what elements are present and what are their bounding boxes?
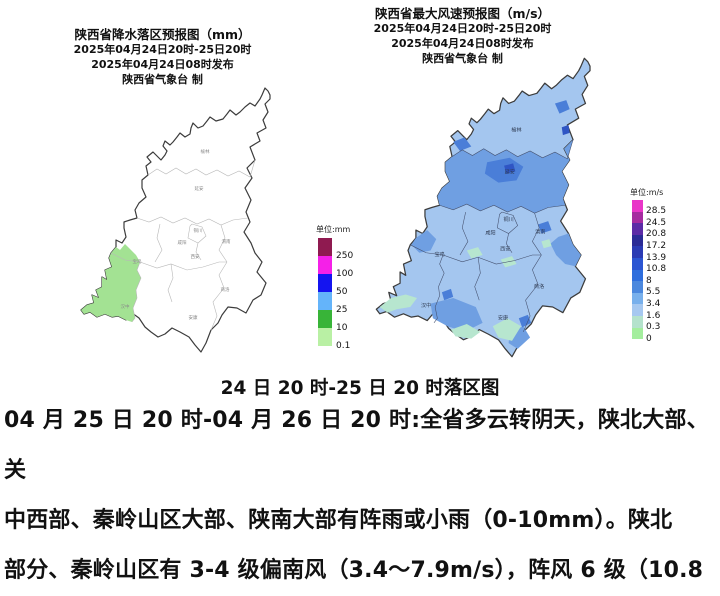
wind-map-title-block: 陕西省最大风速预报图（m/s） 2025年04月24日20时-25日20时 20… bbox=[345, 6, 580, 66]
caption: 24 日 20 时-25 日 20 时落区图 bbox=[220, 378, 500, 399]
legend-label: 25 bbox=[336, 304, 348, 315]
legend-swatch bbox=[632, 258, 643, 270]
legend-label: 10 bbox=[336, 322, 348, 333]
legend-label: 0 bbox=[646, 333, 652, 344]
legend-swatch bbox=[632, 223, 643, 235]
wind-legend: 单位:m/s 28.5 24.5 20.8 17.2 13.9 10.8 8 5.5 3.4 1.… bbox=[630, 187, 676, 355]
legend-label: 8 bbox=[646, 275, 652, 286]
legend-label: 1.6 bbox=[646, 310, 661, 321]
legend-swatch bbox=[632, 316, 643, 328]
wind-zone-calm-green-patches bbox=[379, 239, 552, 341]
legend-swatch bbox=[632, 304, 643, 316]
city-label: 铜川 bbox=[504, 216, 514, 223]
city-label: 汉中 bbox=[421, 302, 431, 309]
legend-label: 3.4 bbox=[646, 298, 661, 309]
city-label: 西安 bbox=[500, 245, 510, 252]
wind-map-producer: 陕西省气象台 制 bbox=[422, 52, 503, 65]
legend-swatch bbox=[632, 292, 643, 305]
legend-label: 17.2 bbox=[646, 240, 667, 251]
legend-label: 0.3 bbox=[646, 322, 661, 333]
precip-map-title: 陕西省降水落区预报图（mm） bbox=[74, 27, 251, 42]
legend-label: 50 bbox=[336, 286, 348, 297]
city-label: 咸阳 bbox=[178, 239, 187, 246]
city-boundaries bbox=[410, 139, 574, 332]
precip-map-title-block: 陕西省降水落区预报图（mm） 2025年04月24日20时-25日20时 202… bbox=[55, 27, 270, 87]
legend-label: 10.8 bbox=[646, 264, 667, 275]
precip-map-issued-time: 2025年04月24日08时发布 bbox=[91, 58, 234, 71]
legend-label: 20.8 bbox=[646, 229, 667, 240]
legend-label: 0.1 bbox=[336, 340, 351, 351]
city-label: 铜川 bbox=[194, 227, 203, 234]
city-boundaries bbox=[110, 159, 256, 331]
legend-swatch bbox=[632, 269, 643, 282]
legend-swatch bbox=[318, 238, 332, 256]
city-label: 咸阳 bbox=[485, 230, 495, 237]
precip-map-date-range: 2025年04月24日20时-25日20时 bbox=[73, 43, 252, 56]
precip-zone-hanzhong bbox=[81, 244, 141, 322]
forecast-line: 部分、秦岭山区有 3-4 级偏南风（3.4～7.9m/s），阵风 6 级（10.… bbox=[4, 558, 704, 583]
city-label: 榆林 bbox=[511, 127, 521, 134]
legend-swatch bbox=[318, 310, 332, 328]
legend-swatch bbox=[632, 327, 643, 340]
legend-label: 250 bbox=[336, 250, 354, 261]
wind-map-issued-time: 2025年04月24日08时发布 bbox=[391, 37, 534, 50]
legend-swatch bbox=[632, 234, 643, 247]
precip-map-producer: 陕西省气象台 制 bbox=[122, 73, 203, 86]
wind-zone-darker-spots bbox=[504, 124, 570, 174]
legend-swatch bbox=[632, 211, 643, 224]
city-label: 商洛 bbox=[221, 286, 230, 293]
legend-label: 100 bbox=[336, 268, 354, 279]
wind-map-title: 陕西省最大风速预报图（m/s） bbox=[374, 6, 551, 21]
city-label: 汉中 bbox=[121, 303, 130, 310]
legend-label: 28.5 bbox=[646, 206, 667, 217]
legend-swatch bbox=[632, 281, 643, 293]
city-label: 延安 bbox=[195, 185, 204, 192]
city-label: 渭南 bbox=[535, 229, 545, 236]
city-label: 宝鸡 bbox=[435, 251, 445, 258]
city-label: 西安 bbox=[191, 253, 200, 260]
wind-zone-medium-patches bbox=[411, 230, 581, 349]
legend-swatch bbox=[632, 246, 643, 258]
forecast-line: 04 月 25 日 20 时-04 月 26 日 20 时:全省多云转阴天，陕北… bbox=[4, 408, 709, 483]
forecast-paragraph: 04 月 25 日 20 时-04 月 26 日 20 时:全省多云转阴天，陕北… bbox=[4, 396, 717, 596]
city-label: 安康 bbox=[189, 314, 198, 321]
city-label: 渭南 bbox=[222, 238, 231, 245]
precip-legend-title: 单位:mm bbox=[316, 225, 351, 234]
forecast-line: 中西部、秦岭山区大部、陕南大部有阵雨或小雨（0-10mm）。陕北 bbox=[4, 508, 673, 533]
legend-label: 5.5 bbox=[646, 287, 661, 298]
legend-label: 24.5 bbox=[646, 217, 667, 228]
city-label: 榆林 bbox=[201, 148, 210, 155]
precip-legend: 单位:mm 250 100 50 25 10 0.1 bbox=[316, 224, 366, 354]
city-label: 延安 bbox=[505, 169, 515, 176]
legend-label: 13.9 bbox=[646, 252, 667, 263]
legend-swatch bbox=[318, 256, 332, 274]
legend-swatch bbox=[318, 292, 332, 310]
wind-legend-title: 单位:m/s bbox=[630, 188, 664, 197]
legend-swatch bbox=[318, 328, 332, 346]
city-label: 宝鸡 bbox=[133, 258, 142, 265]
city-label: 安康 bbox=[498, 314, 508, 321]
wind-map-date-range: 2025年04月24日20时-25日20时 bbox=[373, 22, 552, 35]
legend-swatch bbox=[632, 200, 643, 212]
legend-swatch bbox=[318, 274, 332, 292]
city-label: 商洛 bbox=[534, 283, 544, 290]
